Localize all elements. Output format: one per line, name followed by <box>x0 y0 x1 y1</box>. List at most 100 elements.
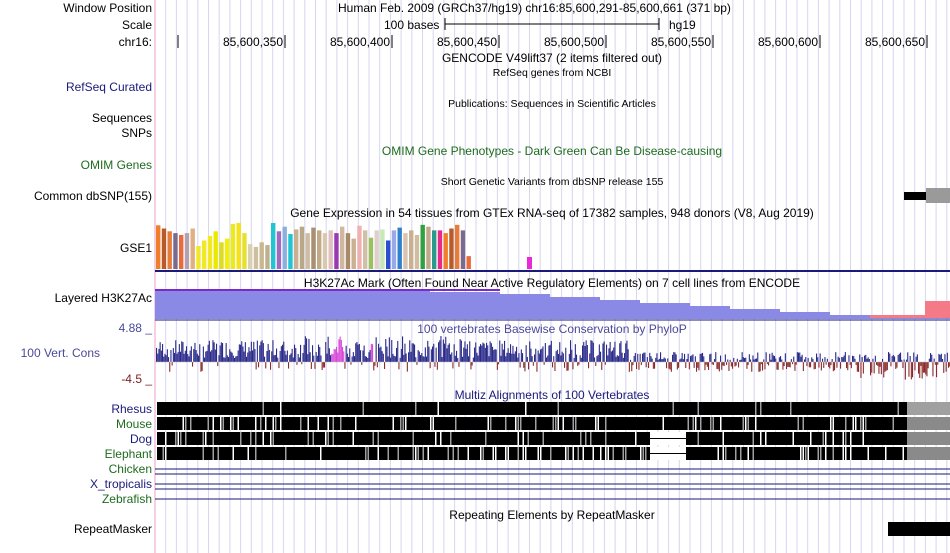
phylop-bar <box>753 359 755 362</box>
phylop-bar <box>164 353 166 362</box>
phylop-bar <box>822 358 824 362</box>
gtex-bar <box>202 240 207 269</box>
phylop-bar <box>349 348 351 362</box>
phylop-bar <box>656 353 658 362</box>
phylop-bar <box>441 356 443 362</box>
gtex-bar-chart[interactable] <box>156 223 532 269</box>
omim-track-title[interactable]: OMIM Gene Phenotypes - Dark Green Can Be… <box>381 144 723 158</box>
multiz-alignment[interactable] <box>155 402 950 500</box>
phylop-bar <box>931 354 933 362</box>
multiz-row-bar <box>280 417 282 430</box>
phylop-bar <box>859 354 861 362</box>
phylop-bar <box>226 355 228 362</box>
species-label-rhesus[interactable]: Rhesus <box>111 402 152 416</box>
phylop-bar <box>726 362 728 365</box>
phylop-bar <box>920 362 922 366</box>
species-label-x-tropicalis[interactable]: X_tropicalis <box>89 477 152 491</box>
sequences-label[interactable]: Sequences <box>91 111 152 125</box>
phylop-bar <box>903 359 905 362</box>
phylop-bar <box>200 362 202 372</box>
publications-track-title[interactable]: Publications: Sequences in Scientific Ar… <box>448 98 656 110</box>
dbsnp-track-title[interactable]: Short Genetic Variants from dbSNP releas… <box>440 176 664 188</box>
phylop-bar <box>562 353 564 362</box>
phylop-bar <box>304 336 306 362</box>
multiz-row-bar <box>270 432 272 445</box>
phylop-bar <box>510 344 512 362</box>
phylop-bar <box>248 347 250 362</box>
phylop-bar <box>458 362 460 367</box>
gtex-bar <box>190 228 195 269</box>
phylop-bar <box>321 362 323 371</box>
phylop-bar <box>906 359 908 362</box>
phylop-bar <box>868 359 870 362</box>
phylop-bar <box>800 356 802 362</box>
snps-label[interactable]: SNPs <box>121 126 152 140</box>
phylop-bar <box>855 362 857 365</box>
h3k27ac-signal[interactable] <box>155 289 950 319</box>
phylop-bar <box>396 347 398 362</box>
phylop-bar <box>280 346 282 362</box>
species-label-elephant[interactable]: Elephant <box>104 447 152 461</box>
phylop-bar <box>805 357 807 362</box>
species-label-dog[interactable]: Dog <box>129 432 152 446</box>
multiz-row-bar <box>220 417 222 430</box>
phylop-bar <box>452 362 454 369</box>
repeatmasker-feature[interactable] <box>888 522 950 536</box>
cons-label[interactable]: 100 Vert. Cons <box>20 346 100 360</box>
multiz-row-bar <box>717 447 719 460</box>
multiz-row-bar <box>377 432 379 445</box>
multiz-row-bar <box>325 432 327 445</box>
phylop-bar <box>795 362 797 365</box>
phylop-bar <box>625 343 627 362</box>
phylop-bar <box>554 362 556 371</box>
gtex-track-title[interactable]: Gene Expression in 54 tissues from GTEx … <box>290 206 814 220</box>
common-dbsnp-label[interactable]: Common dbSNP(155) <box>33 189 152 203</box>
omim-genes-label[interactable]: OMIM Genes <box>80 158 152 172</box>
species-label-zebrafish[interactable]: Zebrafish <box>101 492 152 506</box>
phylop-bar <box>466 344 468 362</box>
gencode-track-title[interactable]: GENCODE V49lift37 (2 items filtered out) <box>441 51 663 65</box>
multiz-track-title[interactable]: Multiz Alignments of 100 Vertebrates <box>454 388 650 402</box>
multiz-row-bar <box>642 447 644 460</box>
position-tick: 85,600,600 <box>757 35 818 49</box>
h3k27ac-label[interactable]: Layered H3K27Ac <box>54 291 152 305</box>
species-label-mouse[interactable]: Mouse <box>115 417 152 431</box>
repeatmasker-label[interactable]: RepeatMasker <box>73 522 152 536</box>
refseq-curated-label[interactable]: RefSeq Curated <box>65 80 152 94</box>
multiz-row-bar <box>842 447 844 460</box>
phylop-bar <box>504 340 506 362</box>
dbsnp-feature-grey[interactable] <box>926 188 950 203</box>
multiz-row-bar <box>802 447 804 460</box>
phylop-bar <box>480 344 482 362</box>
phylop-bar <box>405 353 407 362</box>
gtex-gene-label[interactable]: GSE1 <box>119 241 152 255</box>
multiz-row-bar <box>185 417 187 430</box>
phylop-bar <box>633 355 635 362</box>
repeatmasker-track-title[interactable]: Repeating Elements by RepeatMasker <box>449 508 655 522</box>
gtex-bar <box>386 240 391 269</box>
h3k27ac-track-title[interactable]: H3K27Ac Mark (Often Found Near Active Re… <box>303 276 801 290</box>
species-label-chicken[interactable]: Chicken <box>108 462 152 476</box>
phylop-bar <box>486 342 488 362</box>
multiz-row-bar <box>605 417 607 430</box>
phylop-bar <box>292 357 294 362</box>
phylop-bar <box>829 362 831 369</box>
phylop-bar <box>388 337 390 362</box>
dbsnp-feature[interactable] <box>904 192 926 200</box>
phylop-signal[interactable] <box>155 336 950 380</box>
cons-track-title[interactable]: 100 vertebrates Basewise Conservation by… <box>417 322 687 336</box>
phylop-bar <box>591 340 593 362</box>
phylop-bar <box>849 362 851 365</box>
multiz-row-bar <box>845 447 847 460</box>
phylop-bar <box>206 350 208 362</box>
phylop-bar <box>722 362 724 366</box>
multiz-row-bar <box>597 417 599 430</box>
phylop-bar <box>912 362 914 378</box>
phylop-bar <box>260 341 262 362</box>
multiz-row-bar <box>755 417 757 430</box>
phylop-bar <box>745 357 747 362</box>
phylop-bar <box>628 362 630 372</box>
multiz-row-bar <box>605 432 607 445</box>
refseq-track-title[interactable]: RefSeq genes from NCBI <box>492 67 612 79</box>
phylop-bar <box>608 348 610 362</box>
